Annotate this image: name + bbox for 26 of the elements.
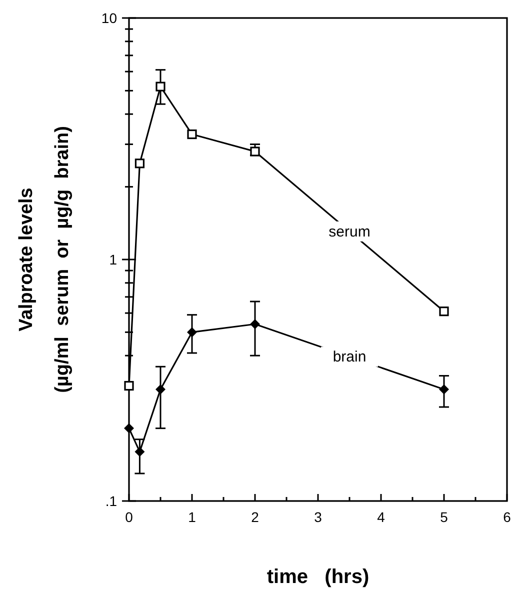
point: [187, 327, 197, 338]
point: [134, 446, 145, 457]
y-tick-label: 10: [101, 10, 118, 26]
series-label: brain: [332, 348, 366, 366]
y-tick-label: 1: [109, 252, 118, 268]
series-label: serum: [328, 223, 370, 240]
x-tick-label: 6: [503, 509, 512, 525]
x-axis-title: time (hrs): [266, 566, 370, 588]
x-tick-label: 1: [188, 509, 196, 525]
point: [439, 306, 449, 316]
point: [156, 82, 166, 92]
x-tick-label: 2: [251, 509, 260, 525]
y-tick-label: .1: [105, 493, 118, 509]
x-tick-label: 0: [125, 509, 134, 525]
point: [134, 158, 145, 168]
point: [439, 384, 449, 394]
point: [124, 423, 134, 434]
point: [250, 319, 260, 330]
point: [124, 380, 134, 391]
x-tick-label: 3: [314, 509, 322, 525]
y-axis-title: Valproate levels (µg/ml serum or µg/g brain): [16, 126, 73, 393]
point: [250, 146, 260, 156]
point: [187, 129, 197, 140]
point: [156, 384, 166, 394]
x-tick-label: 5: [440, 509, 448, 525]
x-tick-label: 4: [377, 509, 386, 525]
